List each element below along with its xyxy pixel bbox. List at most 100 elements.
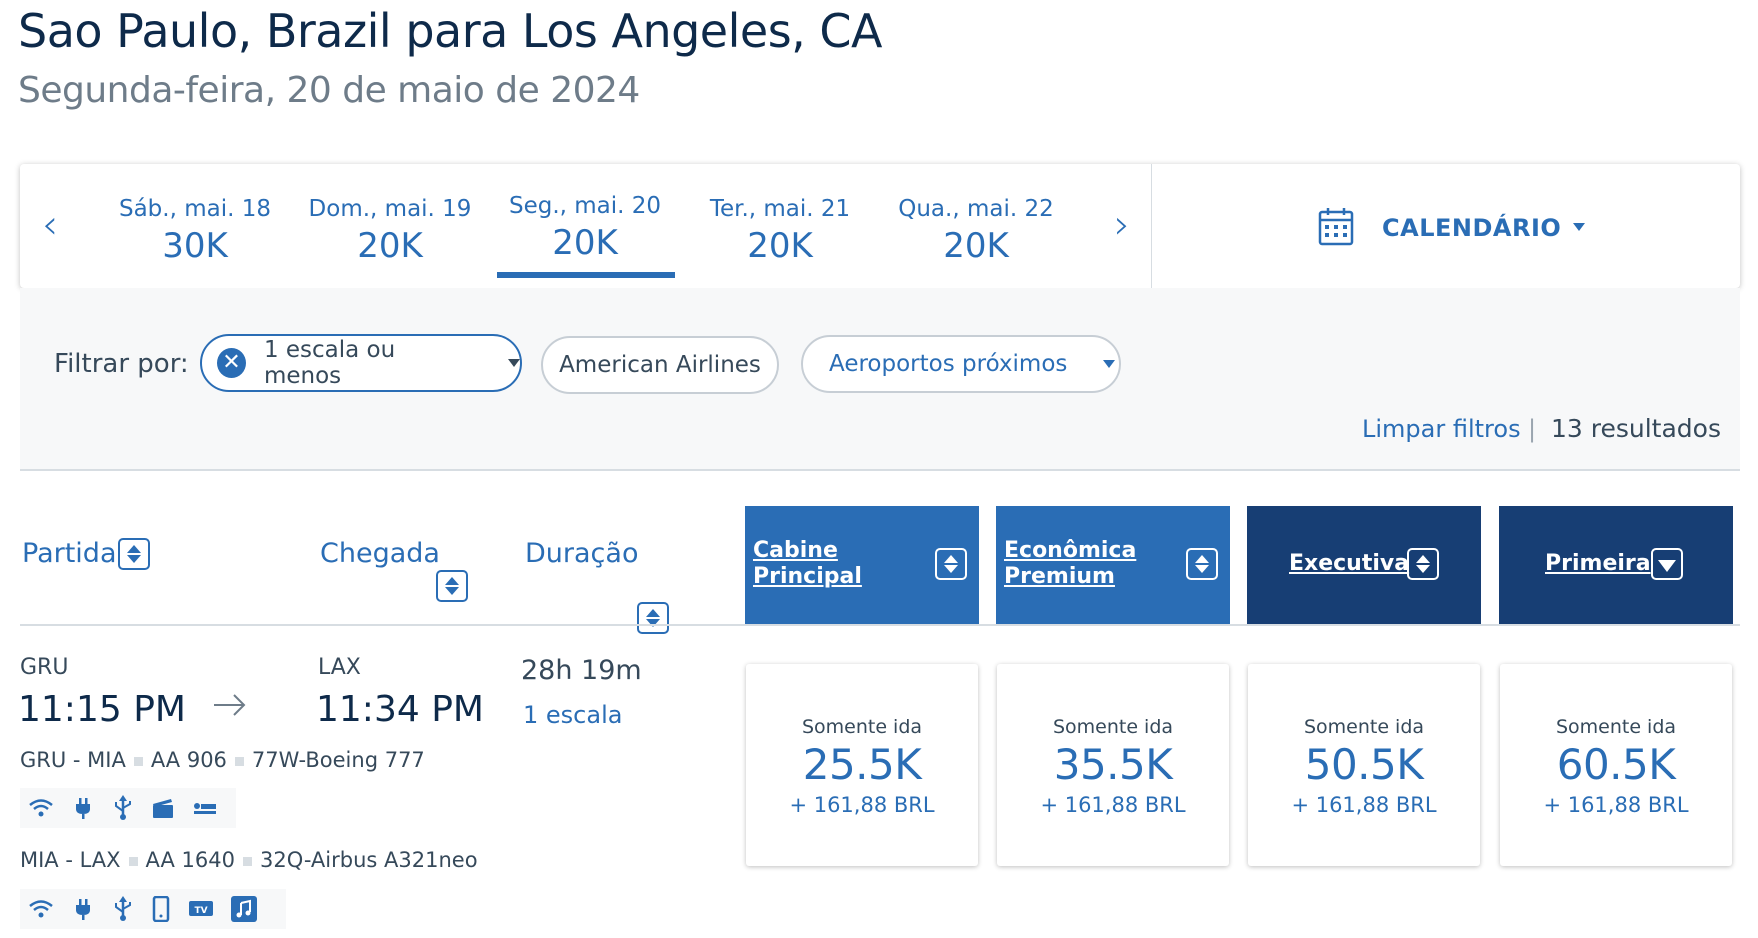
cabin-header-business[interactable]: Executiva [1247, 506, 1481, 624]
cabin-header-first-label: Primeira [1545, 551, 1651, 576]
separator-square [128, 856, 138, 866]
clear-filter-icon[interactable]: ✕ [217, 348, 246, 378]
results-count: 13 resultados [1551, 414, 1721, 443]
nearby-airports-dropdown[interactable]: Aeroportos próximos [801, 335, 1121, 393]
date-points: 20K [357, 226, 423, 266]
divider [20, 469, 1740, 471]
sort-icon[interactable] [436, 570, 468, 602]
arrow-right-icon [212, 690, 248, 724]
date-points: 20K [943, 226, 1009, 266]
calendar-button[interactable]: CALENDÁRIO [1382, 214, 1562, 242]
segment-route: GRU - MIA [20, 748, 126, 772]
departure-time: 11:15 PM [18, 689, 186, 730]
music-icon [231, 896, 257, 922]
svg-text:TV: TV [194, 906, 207, 916]
fare-points: 50.5K [1304, 740, 1424, 789]
destination-airport: LAX [318, 655, 361, 680]
date-points: 20K [552, 223, 618, 263]
prev-date-arrow-icon[interactable]: ‹ [42, 202, 58, 248]
sort-desc-icon[interactable] [1651, 548, 1683, 580]
date-option-1[interactable]: Dom., mai. 19 20K [302, 196, 478, 266]
date-option-selected[interactable]: Seg., mai. 20 20K [497, 193, 673, 263]
power-icon [76, 899, 90, 920]
sort-icon[interactable] [637, 602, 669, 634]
fare-card-first[interactable]: Somente ida 60.5K + 161,88 BRL [1500, 664, 1732, 866]
cabin-header-premium[interactable]: Econômica Premium [996, 506, 1230, 624]
cabin-header-premium-label: Econômica Premium [1004, 538, 1136, 590]
date-label: Dom., mai. 19 [308, 196, 472, 222]
date-option-0[interactable]: Sáb., mai. 18 30K [107, 196, 283, 266]
lie-flat-seat-icon [194, 803, 216, 814]
origin-airport: GRU [20, 655, 69, 680]
date-option-4[interactable]: Qua., mai. 22 20K [888, 196, 1064, 266]
cabin-label-line2: Premium [1004, 564, 1115, 589]
divider [20, 624, 1740, 626]
segment-flight-number: AA 1640 [145, 848, 235, 872]
page-title: Sao Paulo, Brazil para Los Angeles, CA [18, 4, 882, 58]
date-points: 30K [162, 226, 228, 266]
date-strip-divider [1151, 164, 1152, 288]
fare-tax: + 161,88 BRL [1291, 793, 1437, 817]
stops-filter-dropdown[interactable]: ✕ 1 escala ou menos [200, 334, 522, 392]
segment-aircraft[interactable]: 32Q-Airbus A321neo [259, 848, 478, 872]
filter-label: Filtrar por: [54, 349, 189, 379]
next-date-arrow-icon[interactable]: › [1114, 202, 1130, 248]
fare-card-main-cabin[interactable]: Somente ida 25.5K + 161,88 BRL [746, 664, 978, 866]
fare-points: 35.5K [1053, 740, 1173, 789]
video-icon [153, 799, 173, 818]
airline-filter-button[interactable]: American Airlines [541, 336, 779, 394]
date-label: Qua., mai. 22 [898, 196, 1054, 222]
sort-icon[interactable] [1407, 548, 1439, 580]
segment-2-amenities: TV [20, 889, 286, 929]
date-label: Ter., mai. 21 [709, 196, 851, 222]
segment-aircraft[interactable]: 77W-Boeing 777 [251, 748, 425, 772]
fare-card-premium-economy[interactable]: Somente ida 35.5K + 161,88 BRL [997, 664, 1229, 866]
calendar-dropdown-icon[interactable] [1573, 223, 1585, 231]
usb-icon [115, 795, 131, 820]
flight-duration: 28h 19m [521, 655, 642, 686]
sort-icon[interactable] [1186, 548, 1218, 580]
usb-icon [115, 896, 131, 921]
sort-departure-label[interactable]: Partida [22, 538, 117, 569]
nearby-airports-label: Aeroportos próximos [829, 351, 1068, 377]
clear-filters-link[interactable]: Limpar filtros [1362, 415, 1521, 443]
chevron-down-icon [1103, 360, 1116, 368]
cabin-label-line2: Principal [753, 564, 862, 589]
date-option-3[interactable]: Ter., mai. 21 20K [692, 196, 868, 266]
filter-separator: | [1528, 415, 1537, 443]
wifi-icon [29, 900, 53, 918]
separator-square [133, 756, 143, 766]
power-icon [76, 798, 90, 819]
cabin-header-first[interactable]: Primeira [1499, 506, 1733, 624]
segment-1-amenities [20, 788, 236, 828]
fare-type: Somente ida [801, 716, 923, 738]
segment-route: MIA - LAX [20, 848, 121, 872]
segment-1-info: GRU - MIA AA 906 77W-Boeing 777 [20, 748, 425, 772]
separator-square [234, 756, 244, 766]
calendar-icon[interactable] [1318, 206, 1354, 250]
sort-arrival-label[interactable]: Chegada [320, 538, 440, 569]
sort-icon[interactable] [935, 548, 967, 580]
date-strip [20, 164, 1740, 288]
date-label: Seg., mai. 20 [508, 193, 662, 219]
sort-duration-label[interactable]: Duração [525, 538, 639, 569]
stops-link[interactable]: 1 escala [523, 701, 623, 729]
fare-type: Somente ida [1555, 716, 1677, 738]
tv-icon: TV [189, 901, 213, 916]
cabin-header-main-label: Cabine Principal [753, 538, 862, 590]
fare-points: 25.5K [802, 740, 922, 789]
cabin-label-line1: Cabine [753, 538, 838, 563]
fare-type: Somente ida [1303, 716, 1425, 738]
separator-square [242, 856, 252, 866]
cabin-label-line1: Econômica [1004, 538, 1137, 563]
sort-icon[interactable] [118, 538, 150, 570]
segment-2-info: MIA - LAX AA 1640 32Q-Airbus A321neo [20, 848, 478, 872]
cabin-header-main[interactable]: Cabine Principal [745, 506, 979, 624]
fare-type: Somente ida [1052, 716, 1174, 738]
wifi-icon [29, 799, 53, 817]
date-points: 20K [747, 226, 813, 266]
fare-points: 60.5K [1556, 740, 1676, 789]
segment-flight-number: AA 906 [150, 748, 227, 772]
fare-card-business[interactable]: Somente ida 50.5K + 161,88 BRL [1248, 664, 1480, 866]
chevron-down-icon [508, 359, 520, 367]
